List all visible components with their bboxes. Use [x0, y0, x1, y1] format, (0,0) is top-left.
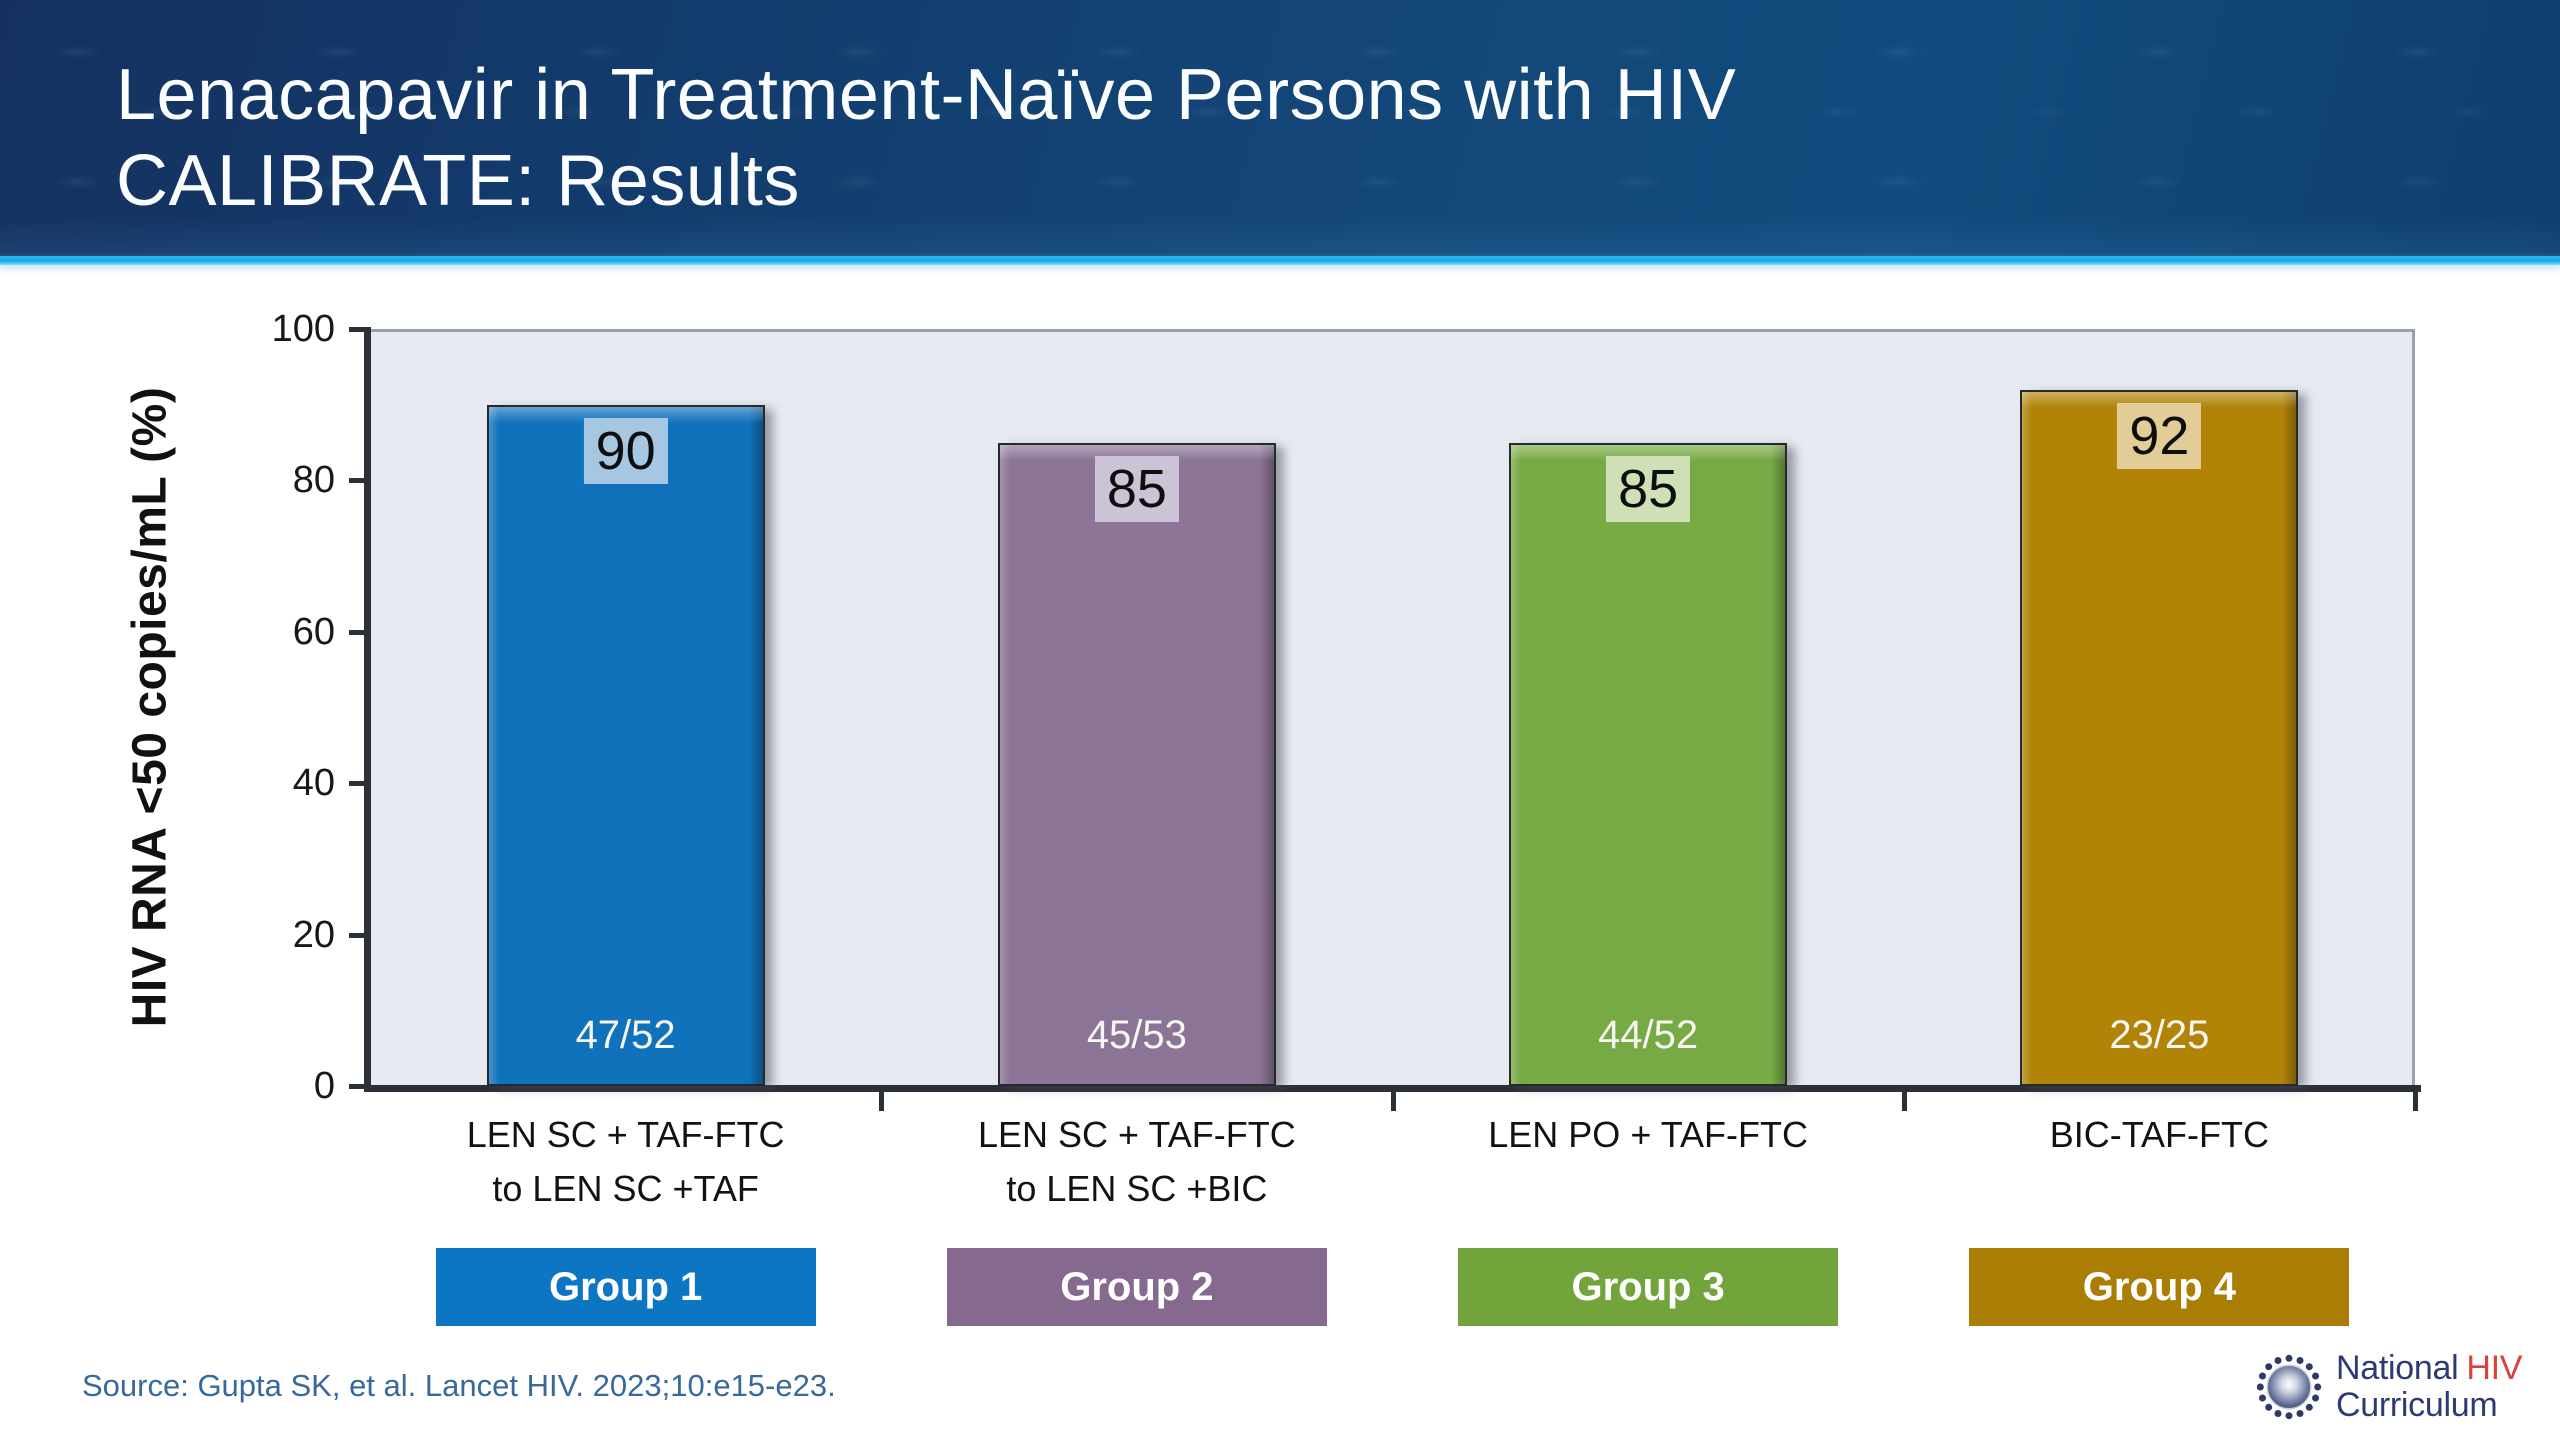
x-axis-category-label: BIC-TAF-FTC — [1904, 1108, 2415, 1162]
bar-value-label: 85 — [1094, 455, 1179, 522]
bar-fraction-label: 23/25 — [2109, 1012, 2210, 1057]
y-axis-tick-label: 0 — [313, 1065, 335, 1107]
x-axis-category-line: BIC-TAF-FTC — [2049, 1114, 2270, 1155]
slide-title: Lenacapavir in Treatment-Naïve Persons w… — [116, 52, 1736, 224]
logo-hiv: HIV — [2466, 1349, 2523, 1387]
group-badge-2: Group 2 — [946, 1248, 1327, 1326]
x-axis-category-label: LEN SC + TAF-FTC to LEN SC +BIC — [881, 1108, 1392, 1216]
national-hiv-curriculum-logo: National HIV Curriculum — [2254, 1350, 2522, 1424]
logo-text: National HIV Curriculum — [2336, 1350, 2522, 1424]
x-axis-category-line: to LEN SC +BIC — [1006, 1168, 1268, 1209]
y-axis-tick-label: 20 — [292, 913, 335, 956]
slide-title-line1: Lenacapavir in Treatment-Naïve Persons w… — [116, 55, 1737, 135]
x-axis-category-label: LEN PO + TAF-FTC — [1393, 1108, 1904, 1162]
bar-fraction-label: 44/52 — [1598, 1012, 1699, 1057]
y-axis-tick-label: 80 — [292, 459, 335, 502]
y-axis-tick — [349, 629, 365, 635]
slide-title-line2: CALIBRATE: Results — [116, 141, 800, 221]
x-axis-category-line: to LEN SC +TAF — [492, 1168, 759, 1209]
y-axis-tick — [349, 327, 365, 332]
bar-fraction-label: 45/53 — [1086, 1012, 1187, 1057]
y-axis-tick — [349, 932, 365, 938]
logo-national: National — [2336, 1349, 2459, 1387]
x-axis-tick — [1901, 1091, 1907, 1111]
bar-group-3: 85 44/52 — [1509, 442, 1788, 1086]
y-axis-tick — [349, 781, 365, 787]
y-axis-tick-label: 40 — [292, 762, 335, 805]
x-axis-tick — [1390, 1091, 1396, 1111]
virus-icon — [2256, 1354, 2322, 1420]
bar-group-4: 92 23/25 — [2020, 389, 2299, 1086]
x-axis-line — [364, 1085, 2421, 1092]
group-badge-3: Group 3 — [1458, 1248, 1839, 1326]
bar-value-label: 92 — [2117, 402, 2202, 469]
group-badge-1: Group 1 — [435, 1248, 816, 1326]
bar-value-label: 90 — [583, 417, 668, 484]
x-axis-tick — [2413, 1091, 2418, 1111]
y-axis-tick-label: 60 — [292, 610, 335, 653]
logo-line1: National HIV — [2336, 1350, 2522, 1387]
bar-fraction-label: 47/52 — [575, 1012, 676, 1057]
y-axis-line — [364, 327, 371, 1091]
bar-value-label: 85 — [1606, 455, 1691, 522]
y-axis-tick — [349, 1084, 365, 1089]
bar-group-1: 90 47/52 — [486, 404, 765, 1086]
x-axis-category-line: LEN PO + TAF-FTC — [1488, 1114, 1808, 1155]
y-axis-tick-label: 100 — [271, 308, 335, 350]
source-citation: Source: Gupta SK, et al. Lancet HIV. 202… — [82, 1368, 836, 1403]
group-badge-4: Group 4 — [1969, 1248, 2350, 1326]
x-axis-category-line: LEN SC + TAF-FTC — [466, 1114, 785, 1155]
x-axis-category-line: LEN SC + TAF-FTC — [978, 1114, 1296, 1155]
bar-group-2: 85 45/53 — [997, 442, 1276, 1086]
logo-curriculum: Curriculum — [2336, 1386, 2498, 1424]
x-axis-category-label: LEN SC + TAF-FTC to LEN SC +TAF — [370, 1108, 881, 1216]
y-axis-tick — [349, 478, 365, 484]
header-accent-line — [0, 256, 2560, 265]
slide-header — [0, 0, 2560, 256]
x-axis-tick — [879, 1091, 885, 1111]
